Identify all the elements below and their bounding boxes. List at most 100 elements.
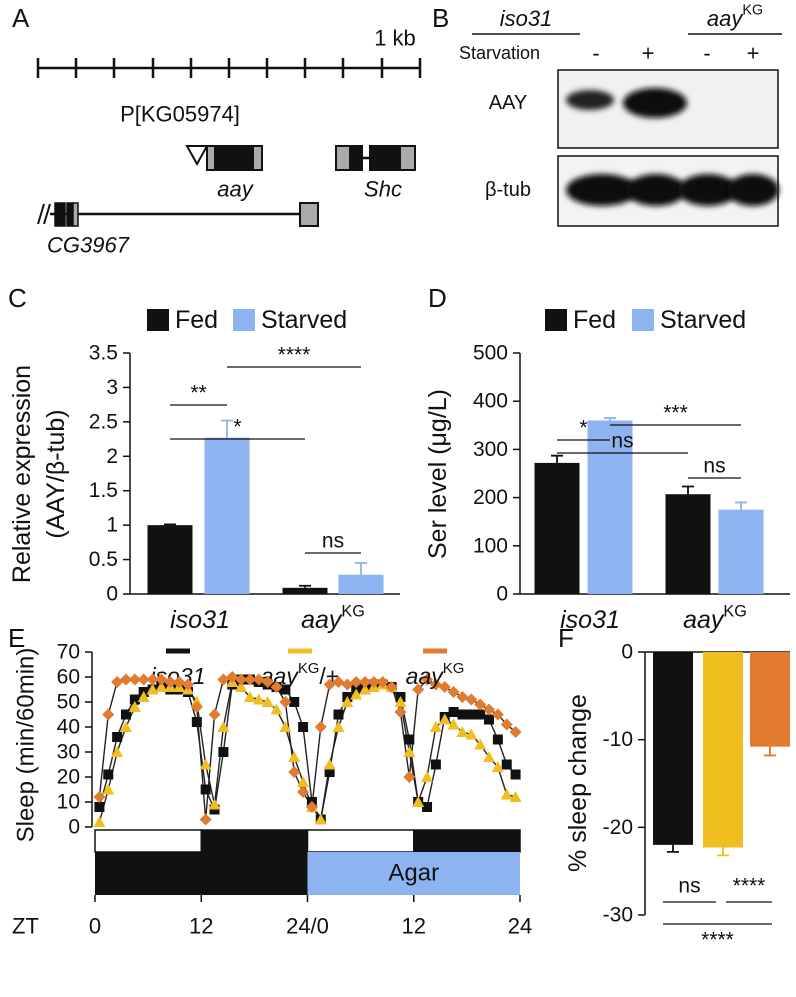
y-tick-label: 30 bbox=[57, 741, 80, 764]
marker bbox=[403, 771, 416, 783]
marker bbox=[314, 813, 327, 825]
bar bbox=[534, 462, 580, 594]
lane-label: - bbox=[592, 41, 599, 66]
legend-label: Fed bbox=[175, 306, 218, 334]
error-bar bbox=[164, 523, 176, 526]
panel-label: B bbox=[432, 3, 449, 33]
marker bbox=[323, 758, 336, 770]
marker bbox=[323, 678, 336, 691]
marker bbox=[146, 673, 159, 686]
marker bbox=[289, 697, 300, 707]
label-sup: KG bbox=[742, 2, 763, 18]
x-tick-label: 0 bbox=[89, 914, 101, 939]
error-bar bbox=[682, 485, 694, 495]
marker bbox=[112, 732, 123, 742]
marker bbox=[279, 696, 292, 708]
error-bar bbox=[221, 419, 233, 438]
marker bbox=[279, 721, 292, 732]
label-text: aay bbox=[707, 6, 744, 31]
y-axis-label: % sleep change bbox=[564, 694, 592, 872]
marker bbox=[500, 788, 513, 800]
y-axis-label: Sleep (min/60min) bbox=[13, 648, 40, 843]
marker bbox=[298, 722, 309, 732]
significance-label: ns bbox=[678, 875, 700, 898]
significance-label: * bbox=[579, 417, 587, 440]
y-tick-label: 0.5 bbox=[89, 548, 118, 571]
marker bbox=[120, 709, 131, 720]
marker bbox=[456, 726, 469, 737]
marker bbox=[332, 676, 345, 688]
marker bbox=[128, 673, 141, 686]
marker bbox=[438, 713, 451, 725]
light-dark-bar bbox=[200, 829, 309, 853]
y-tick-label: 0 bbox=[68, 816, 80, 839]
blot bbox=[472, 33, 782, 227]
marker bbox=[483, 751, 496, 762]
gene-label: Shc bbox=[364, 177, 402, 202]
light-dark-bar bbox=[94, 829, 202, 853]
marker bbox=[155, 681, 168, 692]
y-tick-label: 20 bbox=[57, 766, 80, 789]
marker bbox=[297, 786, 310, 798]
error-bar bbox=[355, 562, 367, 575]
legend-swatch bbox=[545, 309, 567, 331]
marker bbox=[261, 696, 274, 707]
marker bbox=[394, 696, 407, 707]
y-tick-label: 400 bbox=[473, 390, 508, 413]
label: iso31 bbox=[170, 606, 230, 634]
label-text: iso31 bbox=[500, 6, 553, 31]
bar bbox=[204, 437, 250, 594]
legend-label: Starved bbox=[660, 306, 746, 334]
x-tick-label: 12 bbox=[402, 914, 426, 939]
marker bbox=[200, 784, 211, 795]
lane-label: + bbox=[747, 41, 760, 66]
marker bbox=[270, 703, 283, 715]
label-text: iso31 bbox=[560, 606, 620, 634]
marker bbox=[218, 747, 229, 757]
marker bbox=[129, 694, 140, 705]
label-text: iso31 bbox=[170, 606, 230, 634]
row-label: β-tub bbox=[485, 179, 531, 201]
insertion-label: P[KG05974] bbox=[120, 102, 240, 127]
condition-label: Agar bbox=[388, 860, 439, 887]
bar bbox=[665, 494, 711, 594]
y-axis-label: Ser level (μg/L) bbox=[424, 389, 452, 559]
y-axis-label: (AAY/β-tub) bbox=[42, 409, 70, 538]
marker bbox=[491, 708, 504, 721]
marker bbox=[93, 816, 106, 827]
marker bbox=[509, 791, 522, 802]
y-tick-label: 0 bbox=[106, 583, 118, 606]
y-tick-label: 50 bbox=[57, 691, 80, 714]
marker bbox=[235, 681, 248, 692]
y-tick-label: 70 bbox=[57, 641, 80, 664]
marker bbox=[484, 714, 495, 725]
y-tick-label: 60 bbox=[57, 666, 80, 689]
legend-swatch bbox=[147, 309, 169, 331]
marker bbox=[447, 686, 460, 698]
panel-label: E bbox=[8, 623, 25, 653]
y-tick-label: 200 bbox=[473, 486, 508, 509]
y-tick-label: 100 bbox=[473, 534, 508, 557]
marker bbox=[376, 676, 389, 688]
marker bbox=[270, 681, 283, 693]
marker bbox=[288, 766, 301, 778]
marker bbox=[111, 746, 124, 757]
error-bar bbox=[667, 844, 679, 853]
y-tick-label: 40 bbox=[57, 716, 80, 739]
marker bbox=[412, 683, 425, 696]
bar bbox=[750, 652, 790, 747]
bar bbox=[703, 652, 743, 848]
marker bbox=[103, 769, 114, 780]
marker bbox=[102, 783, 115, 795]
x-axis-label: ZT bbox=[12, 914, 39, 939]
significance-label: *** bbox=[663, 402, 688, 425]
bar bbox=[338, 574, 384, 594]
marker bbox=[155, 673, 168, 686]
marker bbox=[412, 796, 425, 807]
bar bbox=[282, 587, 328, 594]
bar bbox=[587, 420, 633, 594]
scale-label: 1 kb bbox=[374, 26, 416, 51]
marker bbox=[261, 676, 274, 688]
marker bbox=[164, 676, 177, 688]
